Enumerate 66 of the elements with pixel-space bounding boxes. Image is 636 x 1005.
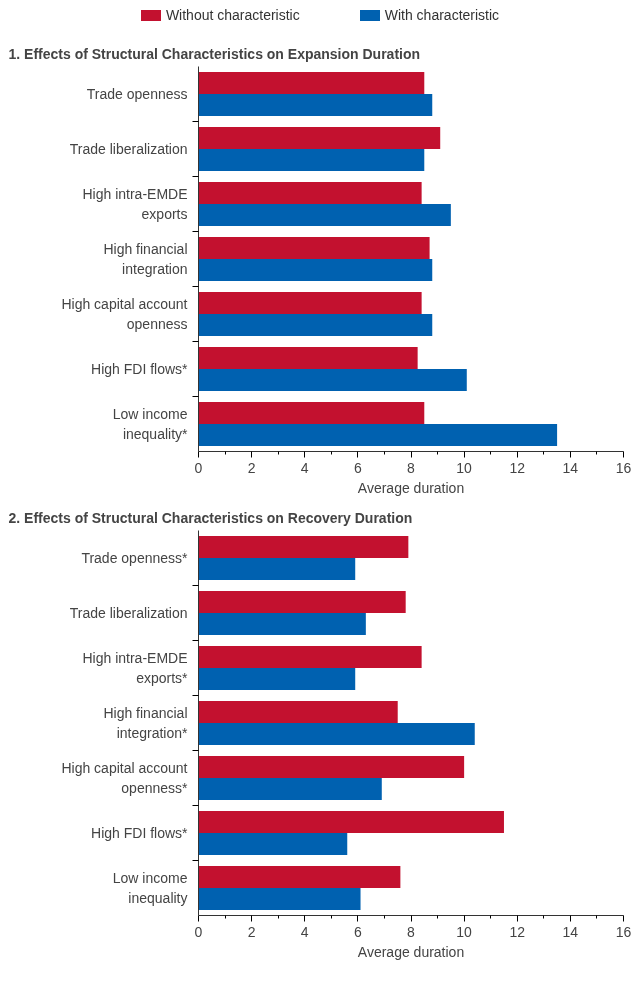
y-tick-label: Trade openness [86, 86, 188, 102]
bar [198, 72, 425, 94]
legend-label: Without characteristic [164, 7, 300, 23]
x-tick-label: 16 [615, 459, 632, 476]
bar [198, 127, 441, 149]
bar [198, 204, 451, 226]
bar [198, 778, 382, 800]
x-tick-label: 0 [194, 923, 203, 940]
y-tick-label: High capital account openness [61, 296, 188, 332]
bar [198, 613, 366, 635]
bar [198, 591, 406, 613]
x-axis-title: Average duration [357, 479, 465, 496]
y-tick-label: High intra-EMDE exports [82, 186, 188, 222]
bar [198, 668, 356, 690]
chart-title: 1. Effects of Structural Characteristics on Expansion Duration [8, 45, 421, 62]
bar [198, 292, 422, 314]
y-tick-label: High financial integration [103, 241, 188, 277]
y-tick-label: Trade openness* [81, 550, 189, 566]
y-tick-label: High financial integration* [103, 705, 189, 741]
bar [198, 723, 475, 745]
bar [198, 811, 504, 833]
bar [198, 182, 422, 204]
x-tick-label: 12 [509, 459, 526, 476]
bar [198, 424, 558, 446]
y-tick-label: Low income inequality* [112, 406, 189, 442]
x-tick-label: 10 [456, 923, 473, 940]
y-tick-label: High FDI flows* [91, 361, 189, 377]
bar [198, 536, 409, 558]
x-tick-label: 2 [247, 459, 256, 476]
x-tick-label: 12 [509, 923, 526, 940]
bar [198, 646, 422, 668]
bar [198, 888, 361, 910]
bar [198, 314, 433, 336]
x-tick-label: 2 [247, 923, 256, 940]
x-tick-label: 4 [300, 923, 309, 940]
y-tick-label: High intra-EMDE exports* [82, 650, 189, 686]
bar [198, 237, 430, 259]
x-tick-label: 14 [562, 923, 579, 940]
bar [198, 756, 465, 778]
x-tick-label: 10 [456, 459, 473, 476]
y-tick-label: High capital account openness* [61, 760, 189, 796]
bar [198, 149, 425, 171]
chart-title: 2. Effects of Structural Characteristics on Recovery Duration [8, 509, 413, 526]
x-tick-label: 6 [353, 459, 362, 476]
x-axis-title: Average duration [357, 943, 465, 960]
y-tick-label: Trade liberalization [69, 141, 188, 157]
y-tick-label: High FDI flows* [91, 825, 189, 841]
bar [198, 94, 433, 116]
x-tick-label: 0 [194, 459, 203, 476]
bar [198, 558, 356, 580]
bar [198, 833, 348, 855]
x-tick-label: 4 [300, 459, 309, 476]
bar [198, 347, 418, 369]
x-tick-label: 6 [353, 923, 362, 940]
x-tick-label: 16 [615, 923, 632, 940]
bar [198, 259, 433, 281]
y-tick-label: Trade liberalization [69, 605, 188, 621]
legend-label: With characteristic [383, 7, 500, 23]
x-tick-label: 8 [407, 923, 416, 940]
y-tick-label: Low income inequality [112, 870, 188, 906]
bar [198, 369, 467, 391]
bar [198, 866, 401, 888]
bar [198, 402, 425, 424]
x-tick-label: 8 [407, 459, 416, 476]
bar [198, 701, 398, 723]
x-tick-label: 14 [562, 459, 579, 476]
